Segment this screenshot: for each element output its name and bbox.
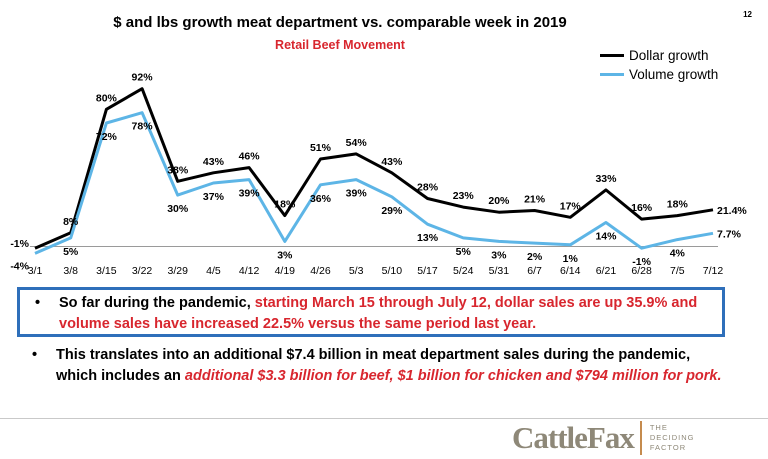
dollar-data-label: 43% xyxy=(381,156,403,168)
bullet-1-plain: So far during the pandemic, xyxy=(59,295,255,311)
volume-data-label: 39% xyxy=(346,188,368,200)
bullet-dot: • xyxy=(32,347,38,363)
dollar-data-label: -1% xyxy=(10,238,29,250)
bullet-2-plain: This translates into an additional $7.4 … xyxy=(56,347,691,384)
volume-data-label: 3% xyxy=(277,249,293,261)
volume-data-label: 13% xyxy=(417,232,439,244)
x-tick-label: 5/3 xyxy=(349,265,364,277)
volume-data-label: 2% xyxy=(527,251,543,263)
volume-data-label: 30% xyxy=(167,203,189,215)
x-tick-label: 4/5 xyxy=(206,265,221,277)
volume-data-label: 3% xyxy=(491,249,507,261)
volume-data-label: 36% xyxy=(310,193,332,205)
logo-name: CattleFax xyxy=(512,420,635,455)
dollar-data-label: 23% xyxy=(453,190,475,202)
volume-data-label: 78% xyxy=(132,121,154,133)
dollar-data-label: 54% xyxy=(346,137,368,149)
x-tick-label: 7/12 xyxy=(703,265,724,277)
x-tick-label: 4/26 xyxy=(310,265,331,277)
page-number: 12 xyxy=(743,10,752,19)
dollar-data-label: 46% xyxy=(239,151,261,163)
logo-divider xyxy=(639,421,642,455)
x-tick-label: 7/5 xyxy=(670,265,685,277)
x-tick-label: 3/1 xyxy=(28,265,43,277)
volume-data-label: 4% xyxy=(670,248,686,260)
x-tick-label: 5/17 xyxy=(417,265,438,277)
volume-data-label: 5% xyxy=(456,246,472,258)
legend-label-volume: Volume growth xyxy=(629,67,719,82)
volume-data-label: 7.7% xyxy=(717,228,742,240)
bullet-2-highlight: additional $3.3 billion for beef, $1 bil… xyxy=(184,368,722,384)
chart-title: $ and lbs growth meat department vs. com… xyxy=(113,14,567,31)
bullet-text-2: This translates into an additional $7.4 … xyxy=(56,345,732,387)
volume-data-label: -4% xyxy=(10,260,29,272)
legend-label-dollar: Dollar growth xyxy=(629,48,709,63)
x-tick-label: 6/28 xyxy=(631,265,652,277)
x-tick-label: 3/15 xyxy=(96,265,117,277)
volume-growth-line xyxy=(34,111,714,255)
dollar-data-label: 21% xyxy=(524,193,546,205)
highlight-box: • So far during the pandemic, starting M… xyxy=(17,287,725,337)
bullet-item-1: • So far during the pandemic, starting M… xyxy=(35,293,712,335)
volume-data-label: 14% xyxy=(595,230,617,242)
volume-data-label: 29% xyxy=(381,205,403,217)
line-chart: 3/1 3/8 3/15 3/22 3/29 4/5 4/12 4/19 4/26 5/3 5/10… xyxy=(10,72,747,277)
dollar-data-label: 18% xyxy=(274,199,296,211)
bullet-text-1: So far during the pandemic, starting Mar… xyxy=(59,293,712,335)
volume-data-label: 1% xyxy=(563,253,579,265)
dollar-data-label: 18% xyxy=(667,199,689,211)
x-tick-label: 4/12 xyxy=(239,265,260,277)
dollar-data-label: 92% xyxy=(132,72,154,84)
legend-swatch-dollar xyxy=(600,54,624,57)
dollar-data-label: 33% xyxy=(595,173,617,185)
bullet-item-2: • This translates into an additional $7.… xyxy=(32,345,732,387)
dollar-data-label: 20% xyxy=(488,195,510,207)
volume-data-label: 39% xyxy=(239,188,261,200)
dollar-data-label: 21.4% xyxy=(717,205,747,217)
cattlefax-logo: CattleFax THE DECIDING FACTOR xyxy=(512,420,710,456)
chart-subtitle: Retail Beef Movement xyxy=(275,38,405,52)
dollar-data-label: 8% xyxy=(63,216,79,228)
legend-item-volume: Volume growth xyxy=(600,65,718,84)
bullet-1-highlight: starting March 15 through July 12, dolla… xyxy=(59,295,698,332)
dollar-data-label: 80% xyxy=(96,92,118,104)
bullet-dot: • xyxy=(35,295,41,311)
logo-tagline: THE DECIDING FACTOR xyxy=(649,423,695,452)
volume-data-label: 5% xyxy=(63,246,79,258)
x-tick-label: 4/19 xyxy=(275,265,296,277)
dollar-data-label: 28% xyxy=(417,181,439,193)
volume-data-label: 37% xyxy=(203,191,225,203)
dollar-data-label: 16% xyxy=(631,202,653,214)
dollar-growth-line xyxy=(34,87,714,250)
x-tick-label: 5/24 xyxy=(453,265,474,277)
x-tick-label: 5/10 xyxy=(382,265,403,277)
volume-data-label: 72% xyxy=(96,131,118,143)
x-tick-label: 3/22 xyxy=(132,265,153,277)
x-tick-label: 5/31 xyxy=(489,265,510,277)
dollar-data-label: 51% xyxy=(310,142,332,154)
dollar-data-label: 17% xyxy=(560,200,582,212)
x-tick-label: 6/14 xyxy=(560,265,581,277)
dollar-data-label: 38% xyxy=(167,164,189,176)
x-tick-label: 6/21 xyxy=(596,265,617,277)
footer-divider xyxy=(0,418,768,419)
chart-legend: Dollar growth Volume growth xyxy=(600,46,718,84)
legend-item-dollar: Dollar growth xyxy=(600,46,718,65)
x-tick-label: 3/8 xyxy=(63,265,78,277)
x-tick-label: 6/7 xyxy=(527,265,542,277)
dollar-data-label: 43% xyxy=(203,156,225,168)
legend-swatch-volume xyxy=(600,73,624,76)
volume-data-label: -1% xyxy=(632,256,651,268)
x-tick-label: 3/29 xyxy=(168,265,189,277)
